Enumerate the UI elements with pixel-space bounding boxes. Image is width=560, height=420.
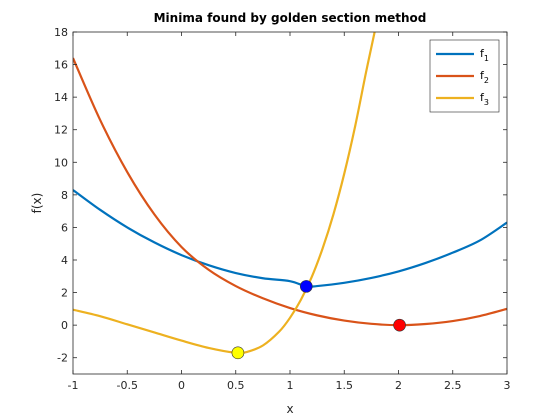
x-axis-ticks: -1 -0.5 0 0.5 1 1.5 2 2.5 3 — [68, 32, 511, 392]
chart-title: Minima found by golden section method — [154, 11, 427, 25]
series-line-f2 — [73, 57, 507, 327]
minimum-marker-3 — [231, 346, 245, 360]
y-tick-label: 12 — [54, 124, 68, 137]
x-tick-label: -1 — [68, 379, 79, 392]
x-tick-label: 3 — [504, 379, 511, 392]
legend-label-subscript: 3 — [484, 98, 489, 107]
legend-label-f1: f1 — [480, 47, 489, 63]
y-tick-label: 2 — [61, 287, 68, 300]
legend-label-f3: f3 — [480, 91, 489, 107]
legend-label-name: f — [480, 47, 485, 60]
y-tick-label: 4 — [61, 254, 68, 267]
y-tick-label: 0 — [61, 319, 68, 332]
y-tick-label: 8 — [61, 189, 68, 202]
minima-markers — [231, 280, 406, 360]
minimum-marker-1 — [299, 280, 313, 293]
x-tick-label: 0 — [178, 379, 185, 392]
y-tick-label: -2 — [57, 352, 68, 365]
x-tick-label: 0.5 — [227, 379, 245, 392]
x-tick-label: 1.5 — [336, 379, 354, 392]
legend-label-subscript: 2 — [484, 76, 489, 85]
y-tick-label: 16 — [54, 59, 68, 72]
legend-label-name: f — [480, 69, 485, 82]
minimum-marker-2 — [393, 318, 406, 332]
x-tick-label: 1 — [287, 379, 294, 392]
x-tick-label: -0.5 — [117, 379, 138, 392]
series-layer — [73, 32, 507, 355]
legend-label-name: f — [480, 91, 485, 104]
x-axis-label: x — [286, 402, 293, 416]
legend-label-subscript: 1 — [484, 54, 489, 63]
legend-label-f2: f2 — [480, 69, 489, 85]
y-tick-label: 10 — [54, 156, 68, 169]
y-axis-label: f(x) — [30, 193, 44, 214]
y-tick-label: 6 — [61, 221, 68, 234]
y-tick-label: 14 — [54, 91, 68, 104]
series-line-f1 — [73, 189, 507, 288]
x-tick-label: 2.5 — [444, 379, 462, 392]
series-line-f3 — [73, 32, 376, 355]
x-tick-label: 2 — [395, 379, 402, 392]
y-tick-label: 18 — [54, 26, 68, 39]
